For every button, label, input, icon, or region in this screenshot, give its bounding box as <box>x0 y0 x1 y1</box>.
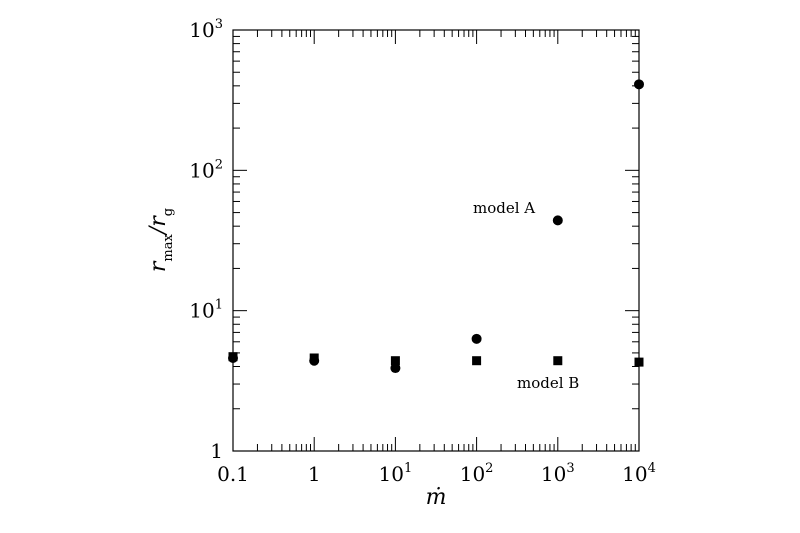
y-tick-label: 1 <box>210 439 223 463</box>
annotation-label: model A <box>473 199 535 217</box>
model-b-point <box>228 352 238 362</box>
plot-border <box>232 29 640 452</box>
model-b-point <box>390 356 400 366</box>
annotations: model A model B <box>473 199 579 392</box>
model-b-point <box>309 353 319 363</box>
model-a-point <box>634 79 644 90</box>
model-b-point <box>553 356 563 366</box>
model-a-point <box>390 363 401 374</box>
y-tick-label: 103 <box>189 17 223 42</box>
plot-frame <box>232 29 640 452</box>
x-tick-label: 101 <box>379 461 413 486</box>
x-tick-label: 103 <box>541 461 575 486</box>
y-tick-label: 101 <box>189 298 223 323</box>
model-a-point <box>471 333 482 344</box>
data-markers <box>228 79 644 374</box>
x-axis-label: ṁ <box>426 485 447 510</box>
x-tick-label: 1 <box>308 462 321 486</box>
y-axis-label: rmax/rg <box>146 208 176 272</box>
x-tick-label: 0.1 <box>217 462 249 486</box>
axis-ticks <box>232 30 639 452</box>
y-tick-label: 102 <box>189 157 223 182</box>
model-a-point <box>552 215 563 226</box>
x-tick-label: 102 <box>460 461 494 486</box>
x-tick-label: 104 <box>622 461 656 486</box>
annotation-label: model B <box>517 374 579 392</box>
model-b-point <box>472 356 482 366</box>
model-b-point <box>634 357 644 367</box>
